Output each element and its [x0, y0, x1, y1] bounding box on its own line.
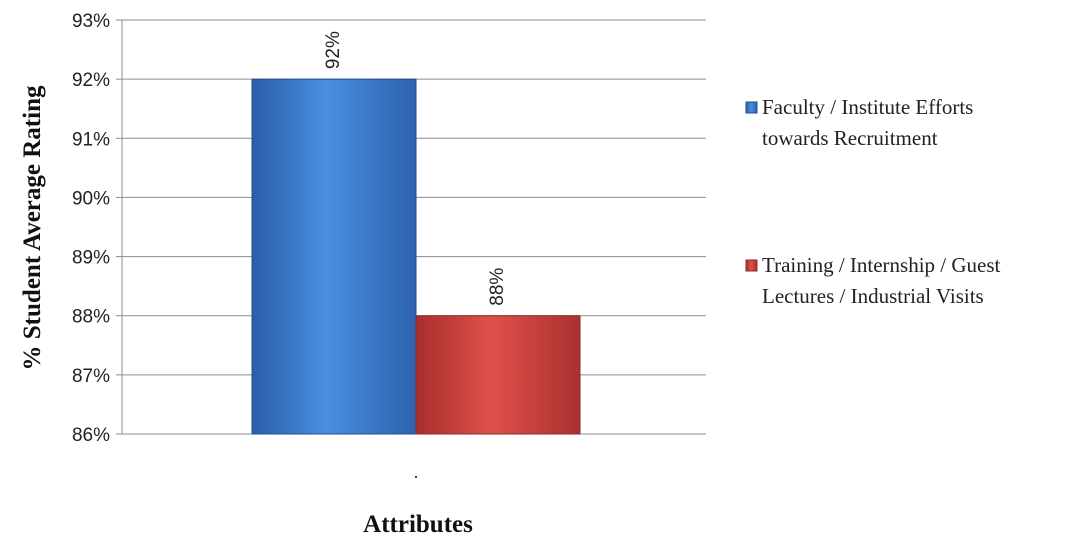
y-tick-label: 88%: [72, 307, 110, 328]
y-tick-label: 92%: [72, 70, 110, 91]
data-label: 88%: [487, 268, 508, 306]
legend-label: Lectures / Industrial Visits: [762, 284, 984, 308]
y-tick-label: 90%: [72, 188, 110, 209]
data-label: 92%: [323, 31, 344, 69]
legend-label: Faculty / Institute Efforts: [762, 95, 973, 119]
x-category-label: .: [413, 462, 418, 482]
legend-swatch-2: [745, 259, 758, 272]
y-tick-labels: 86% 87% 88% 89% 90% 91% 92% 93%: [72, 11, 110, 446]
data-labels: 92% 88%: [323, 31, 508, 306]
legend: Faculty / Institute Efforts towards Recru…: [745, 95, 1001, 308]
legend-label: Training / Internship / Guest: [762, 253, 1001, 277]
bar-series-2: [415, 315, 581, 435]
y-tick-label: 89%: [72, 248, 110, 269]
y-tick-label: 87%: [72, 366, 110, 387]
y-axis-title: % Student Average Rating: [19, 85, 46, 370]
legend-swatch-1: [745, 101, 758, 114]
y-tick-label: 93%: [72, 11, 110, 32]
legend-label: towards Recruitment: [762, 126, 938, 150]
bar-series-1: [251, 78, 417, 435]
bars: [251, 78, 581, 435]
x-axis-title: Attributes: [363, 511, 473, 537]
y-tick-label: 86%: [72, 425, 110, 446]
y-tick-label: 91%: [72, 129, 110, 150]
